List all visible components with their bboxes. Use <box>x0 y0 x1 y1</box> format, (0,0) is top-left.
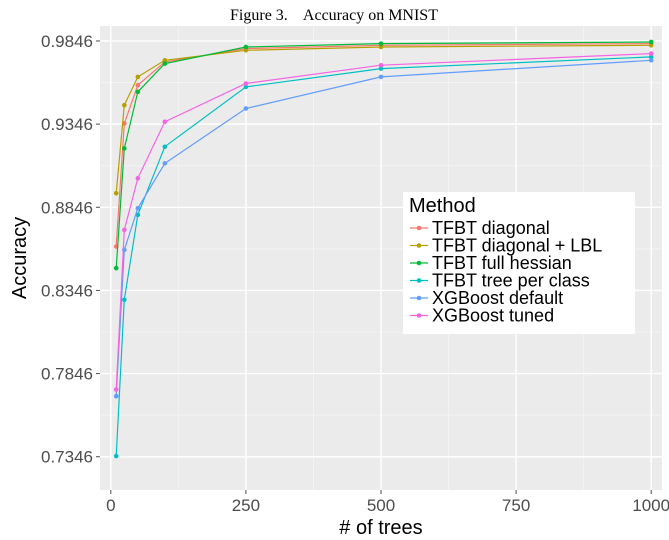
data-point-tfbt-diagonal <box>135 82 141 88</box>
legend-key-point <box>416 295 422 301</box>
data-point-tfbt-diagonal-lbl <box>135 74 141 80</box>
data-point-tfbt-full-hessian <box>162 61 168 66</box>
data-point-xgboost-tuned <box>378 62 384 68</box>
data-point-xgboost-tuned <box>648 51 654 56</box>
data-point-tfbt-tree-per-class <box>162 144 168 150</box>
legend-label: TFBT diagonal <box>432 218 550 238</box>
data-point-xgboost-default <box>648 57 654 63</box>
data-point-xgboost-tuned <box>162 119 168 125</box>
legend-box <box>403 192 635 334</box>
legend-key-point <box>416 243 422 248</box>
data-point-xgboost-default <box>162 161 168 166</box>
data-point-xgboost-tuned <box>135 176 141 181</box>
legend-title: Method <box>409 195 476 217</box>
y-tick-label: 0.9846 <box>41 32 93 51</box>
figure-caption: Figure 3. Accuracy on MNIST <box>230 7 438 24</box>
data-point-xgboost-default <box>113 393 119 399</box>
legend-key-point <box>416 278 422 283</box>
data-point-tfbt-diagonal-lbl <box>162 57 168 63</box>
x-tick-label: 0 <box>106 496 115 515</box>
data-point-xgboost-tuned <box>113 387 119 392</box>
data-point-tfbt-full-hessian <box>378 41 384 46</box>
y-tick-label: 0.7846 <box>41 365 93 384</box>
data-point-tfbt-diagonal-lbl <box>122 102 127 108</box>
legend-label: XGBoost tuned <box>432 306 554 326</box>
x-axis-title: # of trees <box>339 517 422 539</box>
data-point-tfbt-tree-per-class <box>113 453 119 459</box>
data-point-tfbt-full-hessian <box>243 44 249 50</box>
data-point-xgboost-tuned <box>122 227 127 233</box>
data-point-tfbt-tree-per-class <box>378 66 384 71</box>
y-tick-label: 0.9346 <box>41 115 93 134</box>
x-tick-label: 250 <box>232 496 260 515</box>
data-point-tfbt-diagonal-lbl <box>243 47 249 53</box>
data-point-tfbt-tree-per-class <box>648 54 654 60</box>
data-point-tfbt-diagonal-lbl <box>648 42 654 48</box>
data-point-tfbt-full-hessian <box>135 89 141 95</box>
data-point-xgboost-default <box>378 74 384 80</box>
x-tick-label: 1000 <box>632 496 669 515</box>
x-tick-label: 750 <box>502 496 530 515</box>
y-tick-label: 0.8346 <box>41 281 93 300</box>
data-point-tfbt-full-hessian <box>122 146 127 151</box>
data-point-xgboost-default <box>243 106 249 111</box>
data-point-tfbt-full-hessian <box>648 39 654 45</box>
gridlines <box>100 26 662 490</box>
legend-label: TFBT full hessian <box>432 253 572 273</box>
data-point-xgboost-tuned <box>243 81 249 86</box>
data-point-tfbt-tree-per-class <box>243 84 249 90</box>
data-point-xgboost-default <box>135 205 141 211</box>
legend-label: TFBT diagonal + LBL <box>432 236 602 256</box>
x-tick-label: 500 <box>367 496 395 515</box>
legend-key-point <box>416 260 422 266</box>
y-tick-label: 0.7346 <box>41 448 93 467</box>
data-point-tfbt-tree-per-class <box>122 297 127 303</box>
legend-label: TFBT tree per class <box>432 271 590 291</box>
axis-ticks: 0 250 500 750 1000 0.7346 0.7846 0.8346 0.8846 0.… <box>41 32 669 515</box>
data-point-tfbt-tree-per-class <box>135 212 141 218</box>
data-point-tfbt-full-hessian <box>113 265 119 271</box>
legend-key-point <box>416 225 422 231</box>
data-point-tfbt-diagonal-lbl <box>113 191 119 196</box>
legend-key-point <box>416 313 422 318</box>
series-layer <box>113 39 654 459</box>
y-tick-label: 0.8846 <box>41 198 93 217</box>
data-point-tfbt-diagonal-lbl <box>378 44 384 50</box>
legend-label: XGBoost default <box>432 288 563 308</box>
y-axis-title: Accuracy <box>9 217 31 299</box>
